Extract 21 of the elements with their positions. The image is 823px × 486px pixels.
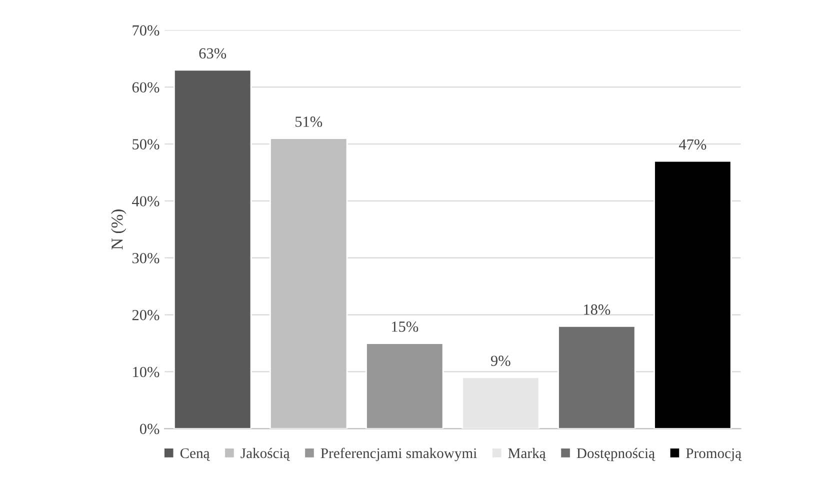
data-label: 18% [584,304,610,315]
y-tick-label: 50% [132,139,160,150]
y-tick-label: 30% [132,253,160,264]
legend-label: Preferencjami smakowymi [320,448,477,462]
y-tick-label: 70% [132,25,160,36]
y-tick-label: 10% [133,366,160,378]
data-label: 47% [678,139,706,150]
y-tick-label: 20% [132,310,160,320]
y-axis-title: N (%) [111,210,126,250]
legend-label: Ceną [180,448,210,461]
legend-label: Jakością [240,448,290,461]
y-tick-label: 40% [132,196,160,206]
data-label: 9% [490,356,510,366]
data-label: 63% [199,48,226,59]
y-tick-label: 0% [140,424,160,434]
data-label: 51% [296,116,322,127]
legend-label: Marką [508,448,546,461]
legend-label: Dostępnością [576,448,656,462]
y-tick-label: 60% [132,82,160,93]
legend-label: Promocją [686,448,742,462]
data-label: 15% [392,322,418,332]
